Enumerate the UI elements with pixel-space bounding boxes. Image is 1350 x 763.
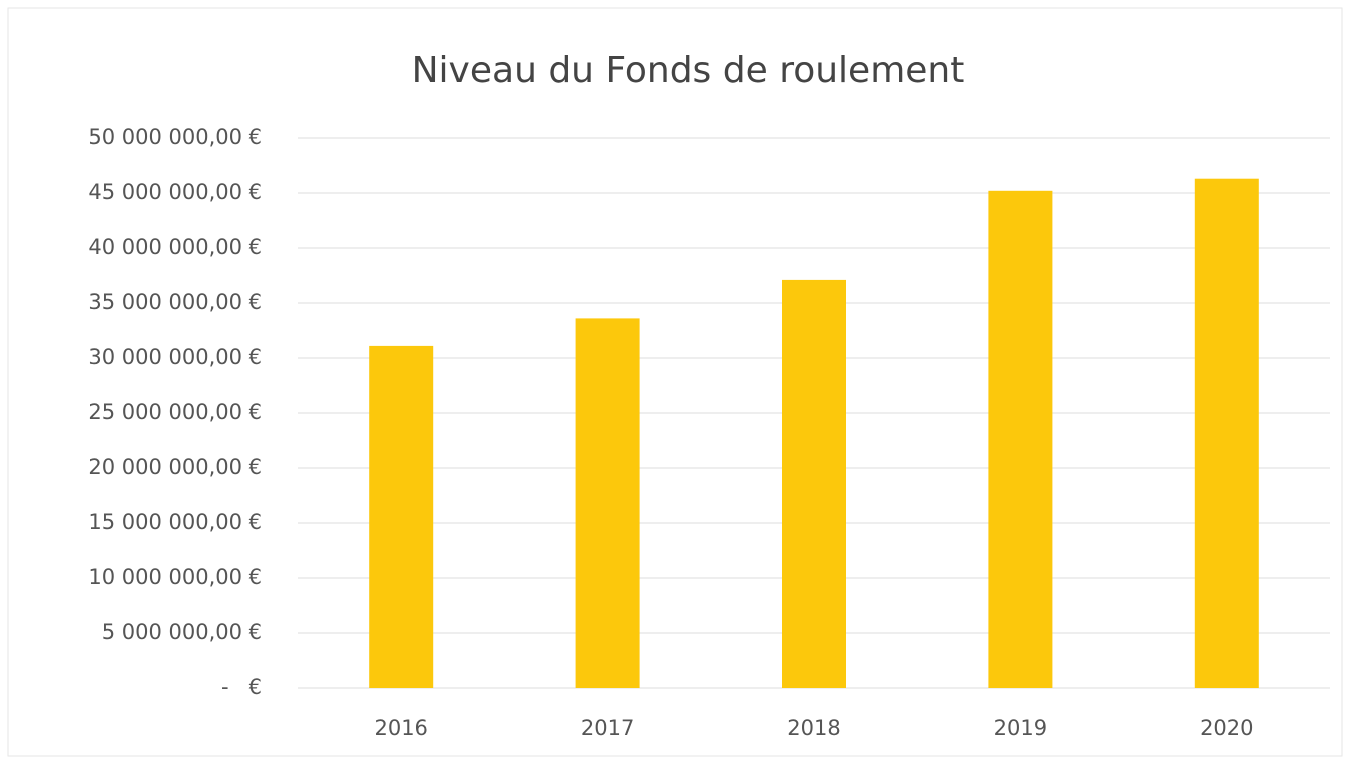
y-tick-label: 50 000 000,00 € [88,125,262,149]
bar [1194,178,1259,688]
y-tick-label: 20 000 000,00 € [88,455,262,479]
y-tick-label: 10 000 000,00 € [88,565,262,589]
y-tick-label: 25 000 000,00 € [88,400,262,424]
y-tick-label: 5 000 000,00 € [102,620,262,644]
chart-frame [7,7,1343,757]
chart-title: Niveau du Fonds de roulement [412,50,965,91]
y-tick-label: 15 000 000,00 € [88,510,262,534]
x-tick-label: 2020 [1200,716,1253,740]
y-tick-label: 45 000 000,00 € [88,180,262,204]
x-tick-label: 2018 [787,716,840,740]
bar [988,190,1053,689]
x-tick-label: 2017 [581,716,634,740]
y-tick-label: 30 000 000,00 € [88,345,262,369]
bar [782,279,846,688]
bar [575,318,640,688]
y-tick-label: 40 000 000,00 € [88,235,262,259]
x-tick-label: 2019 [994,716,1047,740]
y-tick-label: 35 000 000,00 € [88,290,262,314]
x-tick-label: 2016 [374,716,427,740]
bar [369,345,434,688]
y-tick-label: - € [221,675,262,699]
